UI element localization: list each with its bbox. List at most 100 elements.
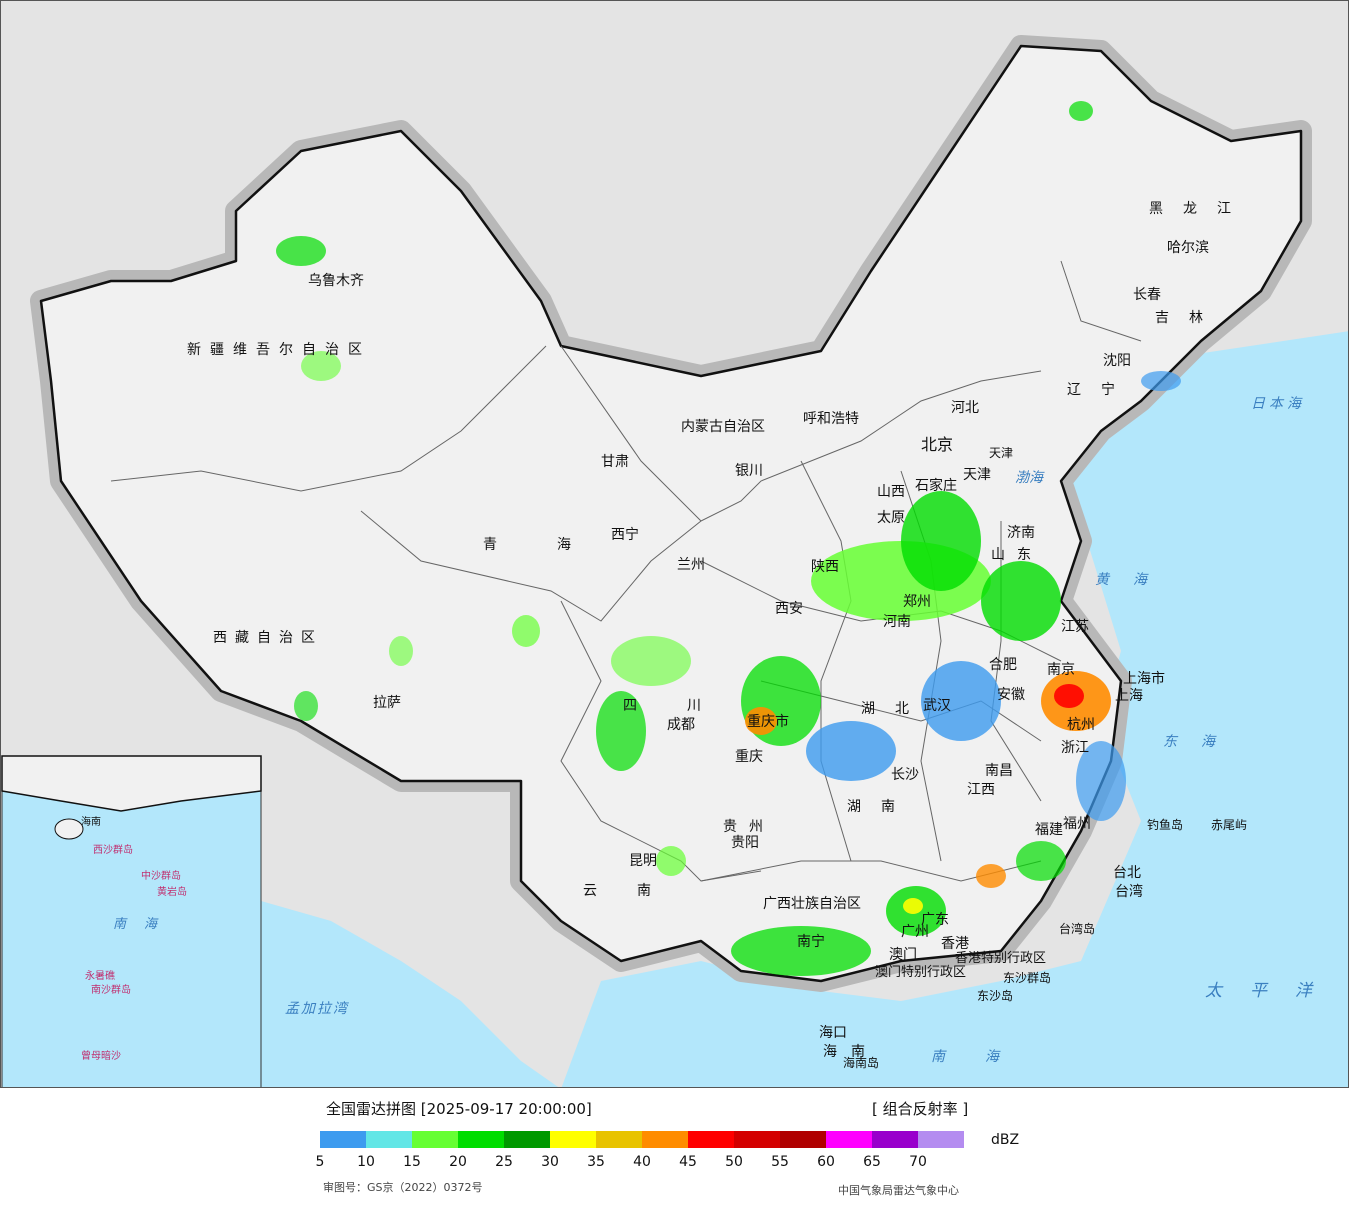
scale-swatch-1 — [366, 1131, 412, 1148]
province-label-hebei: 河北 — [951, 400, 979, 416]
scale-swatch-0 — [320, 1131, 366, 1148]
province-label-hubei: 湖北 — [861, 701, 929, 717]
city-hohhot: 呼和浩特 — [803, 411, 859, 427]
province-label-anhui: 安徽 — [997, 687, 1025, 703]
city-chengdu: 成都 — [667, 717, 695, 733]
legend-title: 全国雷达拼图 [2025-09-17 20:00:00] — [326, 1100, 592, 1118]
city-harbin: 哈尔滨 — [1167, 240, 1209, 256]
city-nanning: 南宁 — [797, 934, 825, 950]
scale-tick-label: 50 — [725, 1154, 743, 1170]
approval-number: 审图号：GS京（2022）0372号 — [323, 1181, 483, 1194]
province-label-sichuan: 四川 — [623, 698, 751, 714]
scale-tick-label: 45 — [679, 1154, 697, 1170]
city-beijing: 北京 — [921, 435, 954, 454]
province-label-xizang: 西藏自治区 — [213, 630, 323, 646]
inset-label-nansha: 南沙群岛 — [91, 985, 131, 996]
province-label-guangdong: 广东 — [921, 912, 949, 928]
city-fuzhou: 福州 — [1063, 816, 1091, 832]
product-type: [ 组合反射率 ] — [872, 1100, 969, 1118]
inset-label-zengmu: 曾母暗沙 — [81, 1051, 121, 1062]
sea-pacific: 太平洋 — [1205, 981, 1340, 1001]
color-scale — [320, 1131, 964, 1148]
city-changsha: 长沙 — [891, 767, 919, 783]
scale-swatch-5 — [550, 1131, 596, 1148]
scale-tick-label: 55 — [771, 1154, 789, 1170]
province-label-taiwan: 台湾 — [1115, 884, 1143, 900]
city-zhengzhou: 郑州 — [903, 594, 931, 610]
city-jinan: 济南 — [1007, 525, 1035, 541]
province-label-jiangsu: 江苏 — [1061, 619, 1089, 635]
scale-ticks: 5 10 15 20 25 30 35 40 45 50 55 60 65 70 — [316, 1154, 1020, 1174]
province-label-chongqing: 重庆市 — [747, 714, 789, 730]
city-changchun: 长春 — [1133, 287, 1161, 303]
scale-tick-label: 60 — [817, 1154, 835, 1170]
inset-label-huangyan: 黄岩岛 — [157, 887, 187, 898]
inset-label-south-sea: 南海 — [113, 917, 176, 932]
scale-swatch-4 — [504, 1131, 550, 1148]
sea-bohai: 渤海 — [1015, 470, 1043, 486]
province-label-shanghai: 上海市 — [1123, 671, 1165, 687]
sea-yellow: 黄海 — [1095, 572, 1171, 588]
scale-swatch-6 — [596, 1131, 642, 1148]
city-xining: 西宁 — [611, 527, 639, 543]
city-shenyang: 沈阳 — [1103, 353, 1131, 369]
province-label-xinjiang: 新疆维吾尔自治区 — [187, 342, 371, 358]
sea-south: 南海 — [931, 1049, 1039, 1065]
province-label-macau: 澳门特别行政区 — [875, 965, 967, 980]
province-label-guizhou: 贵州 — [723, 819, 775, 835]
city-hangzhou: 杭州 — [1067, 717, 1095, 733]
city-hefei: 合肥 — [989, 657, 1017, 673]
island-hainan: 海南岛 — [843, 1056, 880, 1070]
province-label-shandong: 山东 — [991, 547, 1043, 563]
province-label-zhejiang: 浙江 — [1061, 740, 1089, 756]
scale-swatch-8 — [688, 1131, 734, 1148]
province-label-tianjin: 天津 — [989, 446, 1014, 460]
city-kunming: 昆明 — [629, 853, 657, 869]
scale-swatch-11 — [826, 1131, 872, 1148]
inset-label-yongshu: 永暑礁 — [85, 971, 115, 982]
city-taiyuan: 太原 — [877, 510, 905, 526]
island-diaoyu: 钓鱼岛 — [1147, 818, 1184, 832]
province-label-henan: 河南 — [883, 614, 911, 630]
province-label-hongkong: 香港特别行政区 — [955, 951, 1047, 966]
island-dongsha: 东沙群岛 — [1003, 971, 1052, 985]
unit-label: dBZ — [991, 1132, 1020, 1148]
province-label-jilin: 吉林 — [1155, 310, 1223, 326]
city-chongqing: 重庆 — [735, 749, 763, 765]
province-label-yunnan: 云南 — [583, 883, 691, 899]
scale-tick-label: 20 — [449, 1154, 467, 1170]
city-nanchang: 南昌 — [985, 763, 1013, 779]
scale-tick-label: 65 — [863, 1154, 881, 1170]
inset-label-hainan: 海南 — [81, 817, 101, 828]
sea-japan: 日本海 — [1251, 396, 1305, 412]
province-label-shanxi: 山西 — [877, 484, 905, 500]
scale-tick-label: 40 — [633, 1154, 651, 1170]
scale-tick-label: 35 — [587, 1154, 605, 1170]
inset-land — [1, 755, 262, 812]
city-macau: 澳门 — [889, 947, 917, 963]
city-nanjing: 南京 — [1047, 662, 1075, 678]
province-label-guangxi: 广西壮族自治区 — [763, 896, 861, 912]
scale-tick-label: 30 — [541, 1154, 559, 1170]
province-label-hunan: 湖南 — [847, 799, 915, 815]
island-dongsha-island: 东沙岛 — [977, 989, 1014, 1003]
radar-map[interactable]: 新疆维吾尔自治区 西藏自治区 青海 甘肃 内蒙古自治区 黑龙江 吉林 辽宁 河北… — [0, 0, 1349, 1088]
province-label-liaoning: 辽宁 — [1067, 382, 1135, 398]
scale-tick-label: 70 — [909, 1154, 927, 1170]
island-chiwei: 赤尾屿 — [1211, 818, 1248, 832]
province-label-heilongjiang: 黑龙江 — [1149, 201, 1251, 217]
sea-east: 东海 — [1163, 734, 1239, 750]
scale-swatch-10 — [780, 1131, 826, 1148]
scale-tick-label: 15 — [403, 1154, 421, 1170]
data-source: 中国气象局雷达气象中心 — [838, 1184, 959, 1197]
city-shijiazhuang: 石家庄 — [915, 478, 957, 494]
province-label-neimenggu: 内蒙古自治区 — [681, 419, 765, 435]
scale-tick-label: 5 — [315, 1154, 325, 1170]
province-label-qinghai: 青海 — [483, 537, 631, 553]
map-labels: 新疆维吾尔自治区 西藏自治区 青海 甘肃 内蒙古自治区 黑龙江 吉林 辽宁 河北… — [1, 1, 1348, 1087]
legend-panel: 全国雷达拼图 [2025-09-17 20:00:00] [ 组合反射率 ] 5… — [0, 1088, 1349, 1208]
radar-echoes — [276, 101, 1181, 976]
province-label-fujian: 福建 — [1035, 822, 1063, 838]
map-canvas — [1, 35, 1348, 1087]
scale-tick-label: 25 — [495, 1154, 513, 1170]
